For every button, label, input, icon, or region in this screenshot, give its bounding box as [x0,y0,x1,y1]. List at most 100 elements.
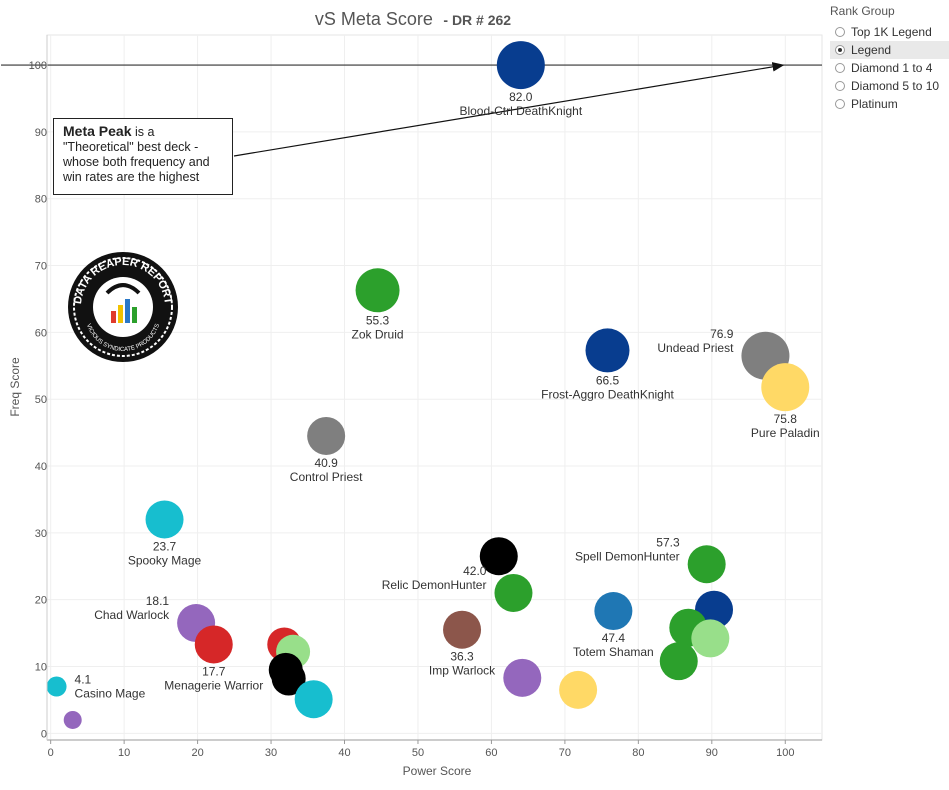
data-point[interactable] [294,680,333,719]
data-point[interactable] [271,661,306,696]
y-tick-label: 60 [35,327,47,339]
data-point[interactable] [63,710,82,729]
radio-icon[interactable] [835,63,845,73]
point-value-label: 47.4 [602,631,626,645]
point-value-label: 75.8 [774,412,798,426]
data-point[interactable] [307,416,346,455]
data-point[interactable] [691,619,730,658]
point-value-label: 66.5 [596,373,620,387]
y-axis-title: Freq Score [8,357,22,417]
y-tick-label: 10 [35,661,47,673]
radio-icon[interactable] [835,99,845,109]
point-value-label: 40.9 [314,456,338,470]
rank-option[interactable]: Diamond 5 to 10 [830,77,949,95]
x-tick-label: 20 [191,747,203,759]
x-tick-label: 30 [265,747,277,759]
x-tick-label: 80 [632,747,644,759]
data-point[interactable] [761,363,810,412]
point-name-label: Totem Shaman [573,645,654,659]
data-point[interactable] [503,658,542,697]
y-tick-label: 20 [35,595,47,607]
point-value-label: 4.1 [75,673,92,687]
data-point[interactable] [145,500,184,539]
y-tick-label: 70 [35,261,47,273]
rank-option-label: Top 1K Legend [851,25,932,39]
rank-option-label: Diamond 5 to 10 [851,79,940,93]
data-point[interactable] [194,625,233,664]
point-name-label: Imp Warlock [429,664,496,678]
y-tick-label: 40 [35,461,47,473]
point-value-label: 42.0 [463,564,487,578]
reference-layer [1,62,822,157]
point-value-label: 57.3 [656,535,680,549]
x-tick-label: 100 [776,747,794,759]
data-point[interactable] [594,592,633,631]
meta-peak-arrow [233,62,785,157]
data-point[interactable] [687,545,726,584]
data-point[interactable] [355,268,400,313]
point-name-label: Chad Warlock [94,608,170,622]
data-point[interactable] [585,328,630,373]
data-point[interactable] [496,41,545,90]
rank-option-label: Platinum [851,97,898,111]
annotation-bold: Meta Peak [63,123,132,139]
x-tick-label: 70 [559,747,571,759]
data-reaper-logo: DATA REAPER REPORT VICIOUS SYNDICATE PRO… [68,252,178,362]
point-name-label: Blood-Ctrl DeathKnight [459,104,582,118]
points [46,41,810,729]
x-tick-label: 40 [338,747,350,759]
point-name-label: Undead Priest [657,341,734,355]
point-value-label: 17.7 [202,664,226,678]
point-name-label: Pure Paladin [751,426,820,440]
x-tick-label: 60 [485,747,497,759]
point-value-label: 23.7 [153,539,177,553]
x-tick-label: 10 [118,747,130,759]
y-tick-label: 50 [35,394,47,406]
y-tick-label: 0 [41,728,47,740]
data-point[interactable] [659,642,698,681]
point-name-label: Casino Mage [75,687,146,701]
rank-option[interactable]: Diamond 1 to 4 [830,59,949,77]
rank-option-label: Legend [851,43,892,57]
chart-title: vS Meta Score - DR # 262 [315,9,511,29]
legend-title: Rank Group [830,4,895,18]
point-name-label: Menagerie Warrior [164,678,263,692]
data-point[interactable] [559,670,598,709]
y-tick-label: 100 [29,60,47,72]
radio-icon[interactable] [835,45,845,55]
point-value-label: 76.9 [710,327,734,341]
data-point[interactable] [46,676,67,697]
y-tick-label: 80 [35,194,47,206]
y-tick-label: 90 [35,127,47,139]
point-value-label: 82.0 [509,90,533,104]
point-value-label: 55.3 [366,313,390,327]
annotation-text: is a "Theoretical" best deck - whose bot… [63,125,210,184]
radio-icon[interactable] [835,27,845,37]
data-point[interactable] [479,537,518,576]
rank-option-label: Diamond 1 to 4 [851,61,933,75]
point-name-label: Spell DemonHunter [575,549,680,563]
point-name-label: Spooky Mage [128,553,202,567]
data-point[interactable] [443,610,482,649]
axes: 0 10 20 30 40 50 60 70 80 90 100 0 10 20 30 40 50 60 70 80 9… [29,35,822,759]
point-name-label: Frost-Aggro DeathKnight [541,387,674,401]
rank-option[interactable]: Legend [830,41,949,59]
data-point[interactable] [494,573,533,612]
point-name-label: Zok Druid [352,327,404,341]
x-tick-label: 90 [706,747,718,759]
rank-option[interactable]: Platinum [830,95,949,113]
chart-subtitle: - DR # 262 [443,12,511,28]
chart-title-main: vS Meta Score [315,9,433,29]
point-name-label: Relic DemonHunter [382,578,487,592]
meta-peak-annotation: Meta Peak is a "Theoretical" best deck -… [53,118,233,195]
rank-option[interactable]: Top 1K Legend [830,23,949,41]
x-tick-label: 0 [48,747,54,759]
x-axis-title: Power Score [403,764,472,778]
x-tick-label: 50 [412,747,424,759]
point-name-label: Control Priest [290,470,363,484]
y-tick-label: 30 [35,528,47,540]
radio-icon[interactable] [835,81,845,91]
point-value-label: 18.1 [146,594,170,608]
